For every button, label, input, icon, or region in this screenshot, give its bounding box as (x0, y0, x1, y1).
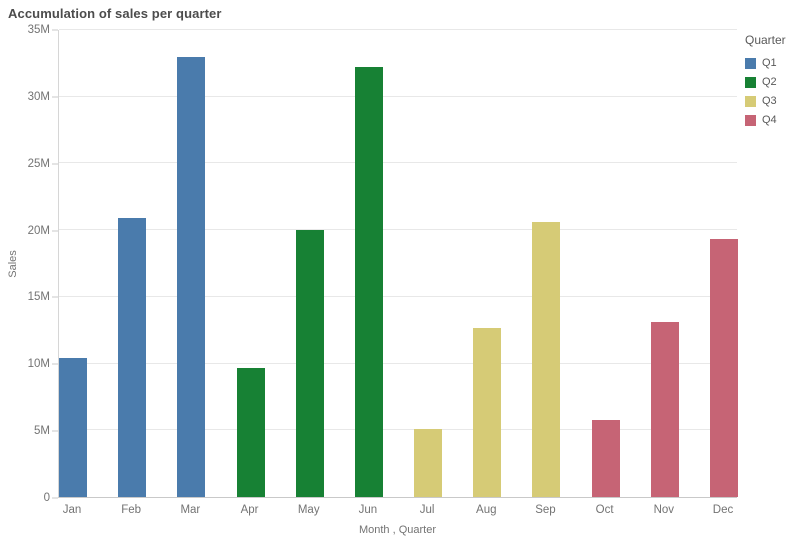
bar-feb[interactable] (118, 218, 147, 497)
bar-jan[interactable] (59, 358, 87, 497)
legend-label-q3: Q3 (762, 95, 777, 107)
x-tick-label-feb: Feb (121, 504, 142, 516)
legend-swatch-q4 (745, 114, 756, 126)
y-tick-label-0: 0 (43, 492, 50, 504)
legend-item-q4[interactable]: Q4 (745, 114, 786, 126)
x-tick-label-dec: Dec (712, 504, 734, 516)
y-tick-mark-15M (52, 296, 58, 298)
y-tick-mark-35M (52, 29, 58, 31)
x-tick-label-jun: Jun (358, 504, 378, 516)
bar-jun[interactable] (354, 67, 383, 497)
bar-dec[interactable] (710, 239, 738, 497)
x-tick-label-nov: Nov (653, 504, 675, 516)
y-tick-label-25M: 25M (27, 157, 50, 170)
bar-nov[interactable] (650, 322, 679, 497)
x-tick-label-apr: Apr (240, 504, 259, 516)
legend-label-q2: Q2 (762, 76, 777, 88)
y-tick-mark-0 (52, 497, 58, 499)
legend-label-q4: Q4 (762, 114, 777, 126)
bar-oct[interactable] (591, 419, 620, 497)
x-tick-label-mar: Mar (180, 504, 201, 516)
legend-item-q2[interactable]: Q2 (745, 76, 786, 88)
y-axis-tick-marks (52, 29, 58, 499)
x-tick-label-sep: Sep (535, 504, 556, 516)
plot-area (58, 29, 738, 498)
y-tick-mark-10M (52, 363, 58, 365)
bar-mar[interactable] (177, 56, 206, 497)
y-tick-label-10M: 10M (27, 358, 50, 371)
x-tick-label-oct: Oct (595, 504, 614, 516)
gridline-10M (59, 362, 737, 364)
y-tick-mark-25M (52, 163, 58, 165)
bar-aug[interactable] (473, 327, 502, 497)
x-tick-label-aug: Aug (476, 504, 497, 516)
x-axis-labels: Jan Feb Mar Apr May Jun Jul Aug Sep Oct Nov Dec (58, 504, 737, 518)
x-axis-title: Month , Quarter (358, 524, 437, 536)
legend-swatch-q3 (745, 95, 756, 107)
y-tick-label-15M: 15M (27, 291, 50, 304)
y-tick-label-35M: 35M (27, 24, 50, 36)
x-tick-label-jan: Jan (62, 504, 82, 516)
legend-item-q1[interactable]: Q1 (745, 57, 786, 69)
legend-title: Quarter (745, 33, 786, 47)
gridline-25M (59, 162, 737, 164)
y-tick-mark-20M (52, 230, 58, 232)
y-tick-mark-30M (52, 96, 58, 98)
gridline-15M (59, 295, 737, 297)
y-axis-labels: 0 5M 10M 15M 20M 25M 30M 35M (0, 24, 50, 504)
y-tick-label-20M: 20M (27, 224, 50, 237)
legend-swatch-q2 (745, 76, 756, 88)
x-tick-label-may: May (297, 504, 320, 516)
bar-jul[interactable] (414, 428, 443, 497)
legend-item-q3[interactable]: Q3 (745, 95, 786, 107)
bar-apr[interactable] (236, 367, 265, 497)
gridline-5M (59, 429, 737, 431)
y-tick-label-5M: 5M (34, 425, 50, 438)
gridline-20M (59, 229, 737, 231)
bar-sep[interactable] (532, 222, 561, 497)
gridline-35M (59, 29, 737, 30)
y-tick-mark-5M (52, 430, 58, 432)
legend-swatch-q1 (745, 57, 756, 69)
legend-label-q1: Q1 (762, 57, 777, 69)
legend-items: Q1 Q2 Q3 Q4 (745, 57, 786, 126)
bar-may[interactable] (295, 230, 324, 497)
y-tick-label-30M: 30M (27, 90, 50, 103)
x-tick-label-jul: Jul (419, 504, 435, 516)
chart-title: Accumulation of sales per quarter (8, 6, 222, 21)
legend: Quarter Q1 Q2 Q3 Q4 (745, 33, 786, 133)
gridline-30M (59, 95, 737, 97)
